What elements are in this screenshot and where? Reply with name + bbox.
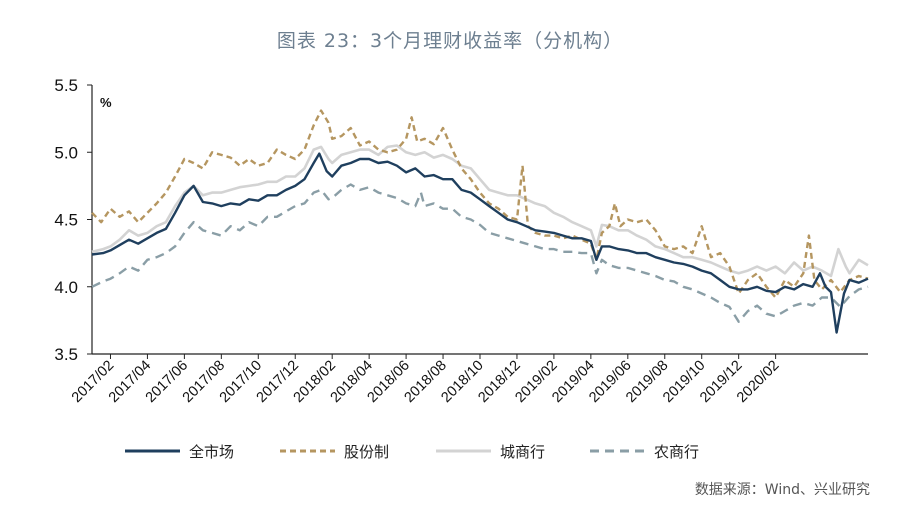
series-layer xyxy=(91,109,869,334)
legend-label-2: 股份制 xyxy=(344,443,389,461)
y-tick-label: 5.5 xyxy=(54,76,78,95)
source-note: 数据来源：Wind、兴业研究 xyxy=(694,482,870,498)
y-tick-label: 4.0 xyxy=(54,278,78,297)
series-line-4 xyxy=(91,183,869,323)
y-tick-label: 3.5 xyxy=(54,345,78,364)
chart-title: 图表 23：3个月理财收益率（分机构） xyxy=(276,30,624,52)
legend-label-1: 全市场 xyxy=(189,443,234,461)
legend-label-4: 农商行 xyxy=(654,443,699,461)
y-tick-label: 4.5 xyxy=(54,211,78,230)
series-line-1 xyxy=(91,152,869,334)
legend-label-3: 城商行 xyxy=(500,443,545,461)
series-line-2 xyxy=(91,109,869,299)
y-unit-label: % xyxy=(100,95,112,110)
y-tick-label: 5.0 xyxy=(54,143,78,162)
axes: 3.54.04.55.05.5%2017/022017/042017/06201… xyxy=(54,76,868,406)
series-line-3 xyxy=(91,144,869,278)
legend: 全市场 股份制 城商行 农商行 xyxy=(125,443,699,461)
